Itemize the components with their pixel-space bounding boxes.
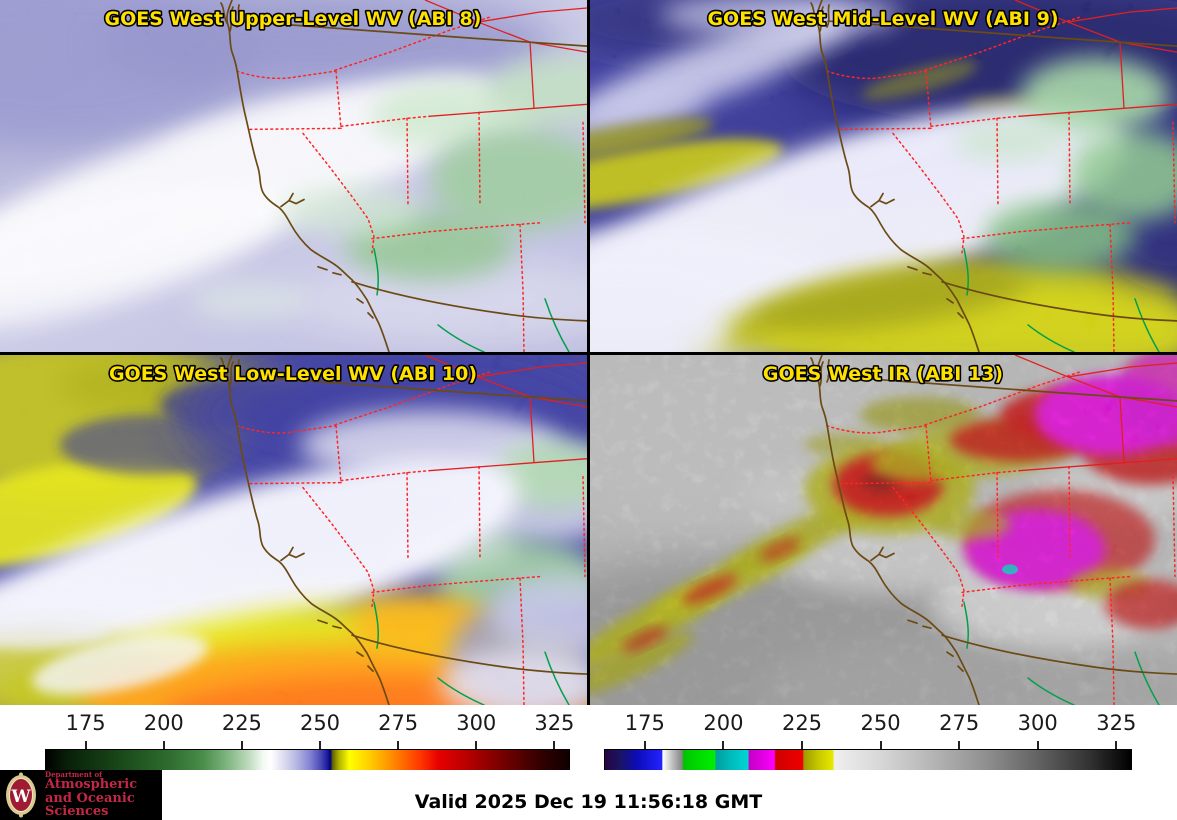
panel-title: GOES West Mid-Level WV (ABI 9) [707, 8, 1058, 30]
satellite-image-abi10: GOES West Low-Level WV (ABI 10) [0, 355, 587, 705]
panel-mid-level-wv: GOES West Mid-Level WV (ABI 9) [590, 0, 1177, 352]
panel-title: GOES West Upper-Level WV (ABI 8) [105, 8, 482, 30]
colorbar-tick-mark [397, 741, 400, 749]
panel-title: GOES West Low-Level WV (ABI 10) [109, 363, 477, 385]
satellite-imagery [0, 0, 587, 352]
colorbar-tick-mark [84, 741, 87, 749]
colorbar-right-labels: 175 200 225 250 275 300 325 [604, 711, 1137, 739]
satellite-imagery [590, 0, 1177, 352]
uw-crest-monogram: W [10, 787, 31, 807]
logo-text: Department of Atmospheric and Oceanic Sc… [45, 771, 162, 819]
colorbar-tick-label: 275 [939, 711, 980, 735]
colorbar-right-gradient [604, 749, 1132, 772]
colorbar-tick-label: 250 [860, 711, 901, 735]
colorbar-tick-mark [643, 741, 646, 749]
panel-upper-level-wv: GOES West Upper-Level WV (ABI 8) [0, 0, 587, 352]
satellite-imagery [0, 355, 587, 705]
footer: W Department of Atmospheric and Oceanic … [0, 770, 1177, 820]
colorbar-tick-mark [722, 741, 725, 749]
colorbar-tick-mark [319, 741, 321, 749]
colorbar-tick-label: 300 [1017, 711, 1058, 735]
logo-line-atmospheric: Atmospheric [45, 777, 138, 793]
colorbar-tick-mark [1036, 741, 1039, 749]
colorbar-left-ticks [45, 741, 570, 749]
panel-title: GOES West IR (ABI 13) [763, 363, 1003, 385]
colorbar-tick-label: 275 [378, 711, 419, 735]
logo-line-oceanic: and Oceanic Sciences [45, 790, 135, 820]
panel-ir: GOES West IR (ABI 13) [590, 355, 1177, 705]
colorbar-tick-mark [475, 741, 478, 749]
satellite-image-abi9: GOES West Mid-Level WV (ABI 9) [590, 0, 1177, 352]
colorbar-tick-label: 200 [703, 711, 744, 735]
colorbar-tick-mark [1115, 741, 1118, 749]
colorbar-tick-label: 175 [624, 711, 665, 735]
colorbar-tick-mark [553, 741, 556, 749]
colorbar-tick-mark [879, 741, 882, 749]
logo-line-department: Department of [45, 769, 103, 779]
colorbar-tick-label: 250 [299, 711, 341, 735]
colorbar-strip: 175 200 225 250 275 300 325 175 200 225 250 275 300… [0, 705, 1177, 772]
valid-timestamp: Valid 2025 Dec 19 11:56:18 GMT [414, 791, 763, 813]
satellite-image-abi13: GOES West IR (ABI 13) [590, 355, 1177, 705]
panel-low-level-wv: GOES West Low-Level WV (ABI 10) [0, 355, 587, 705]
colorbar-right-ticks [604, 741, 1132, 749]
colorbar-tick-mark [240, 741, 243, 749]
uw-crest-icon: W [6, 772, 36, 818]
uw-aos-logo: W Department of Atmospheric and Oceanic … [0, 770, 162, 820]
four-panel-composite: GOES West Upper-Level WV (ABI 8) [0, 0, 1177, 705]
colorbar-left-labels: 175 200 225 250 275 300 325 [45, 711, 575, 739]
colorbar-tick-mark [958, 741, 961, 749]
colorbar-tick-label: 225 [781, 711, 823, 735]
colorbar-tick-label: 225 [221, 711, 262, 735]
colorbar-tick-label: 200 [143, 711, 184, 735]
colorbar-tick-label: 325 [534, 711, 575, 735]
colorbar-tick-label: 300 [456, 711, 497, 735]
colorbar-tick-mark [801, 741, 803, 749]
colorbar-tick-label: 175 [65, 711, 106, 735]
colorbar-tick-mark [162, 741, 165, 749]
colorbar-left: 175 200 225 250 275 300 325 [45, 705, 575, 772]
satellite-image-abi8: GOES West Upper-Level WV (ABI 8) [0, 0, 587, 352]
colorbar-left-gradient [45, 749, 570, 772]
colorbar-right: 175 200 225 250 275 300 325 [604, 705, 1137, 772]
satellite-imagery [590, 355, 1177, 705]
colorbar-tick-label: 325 [1096, 711, 1137, 735]
